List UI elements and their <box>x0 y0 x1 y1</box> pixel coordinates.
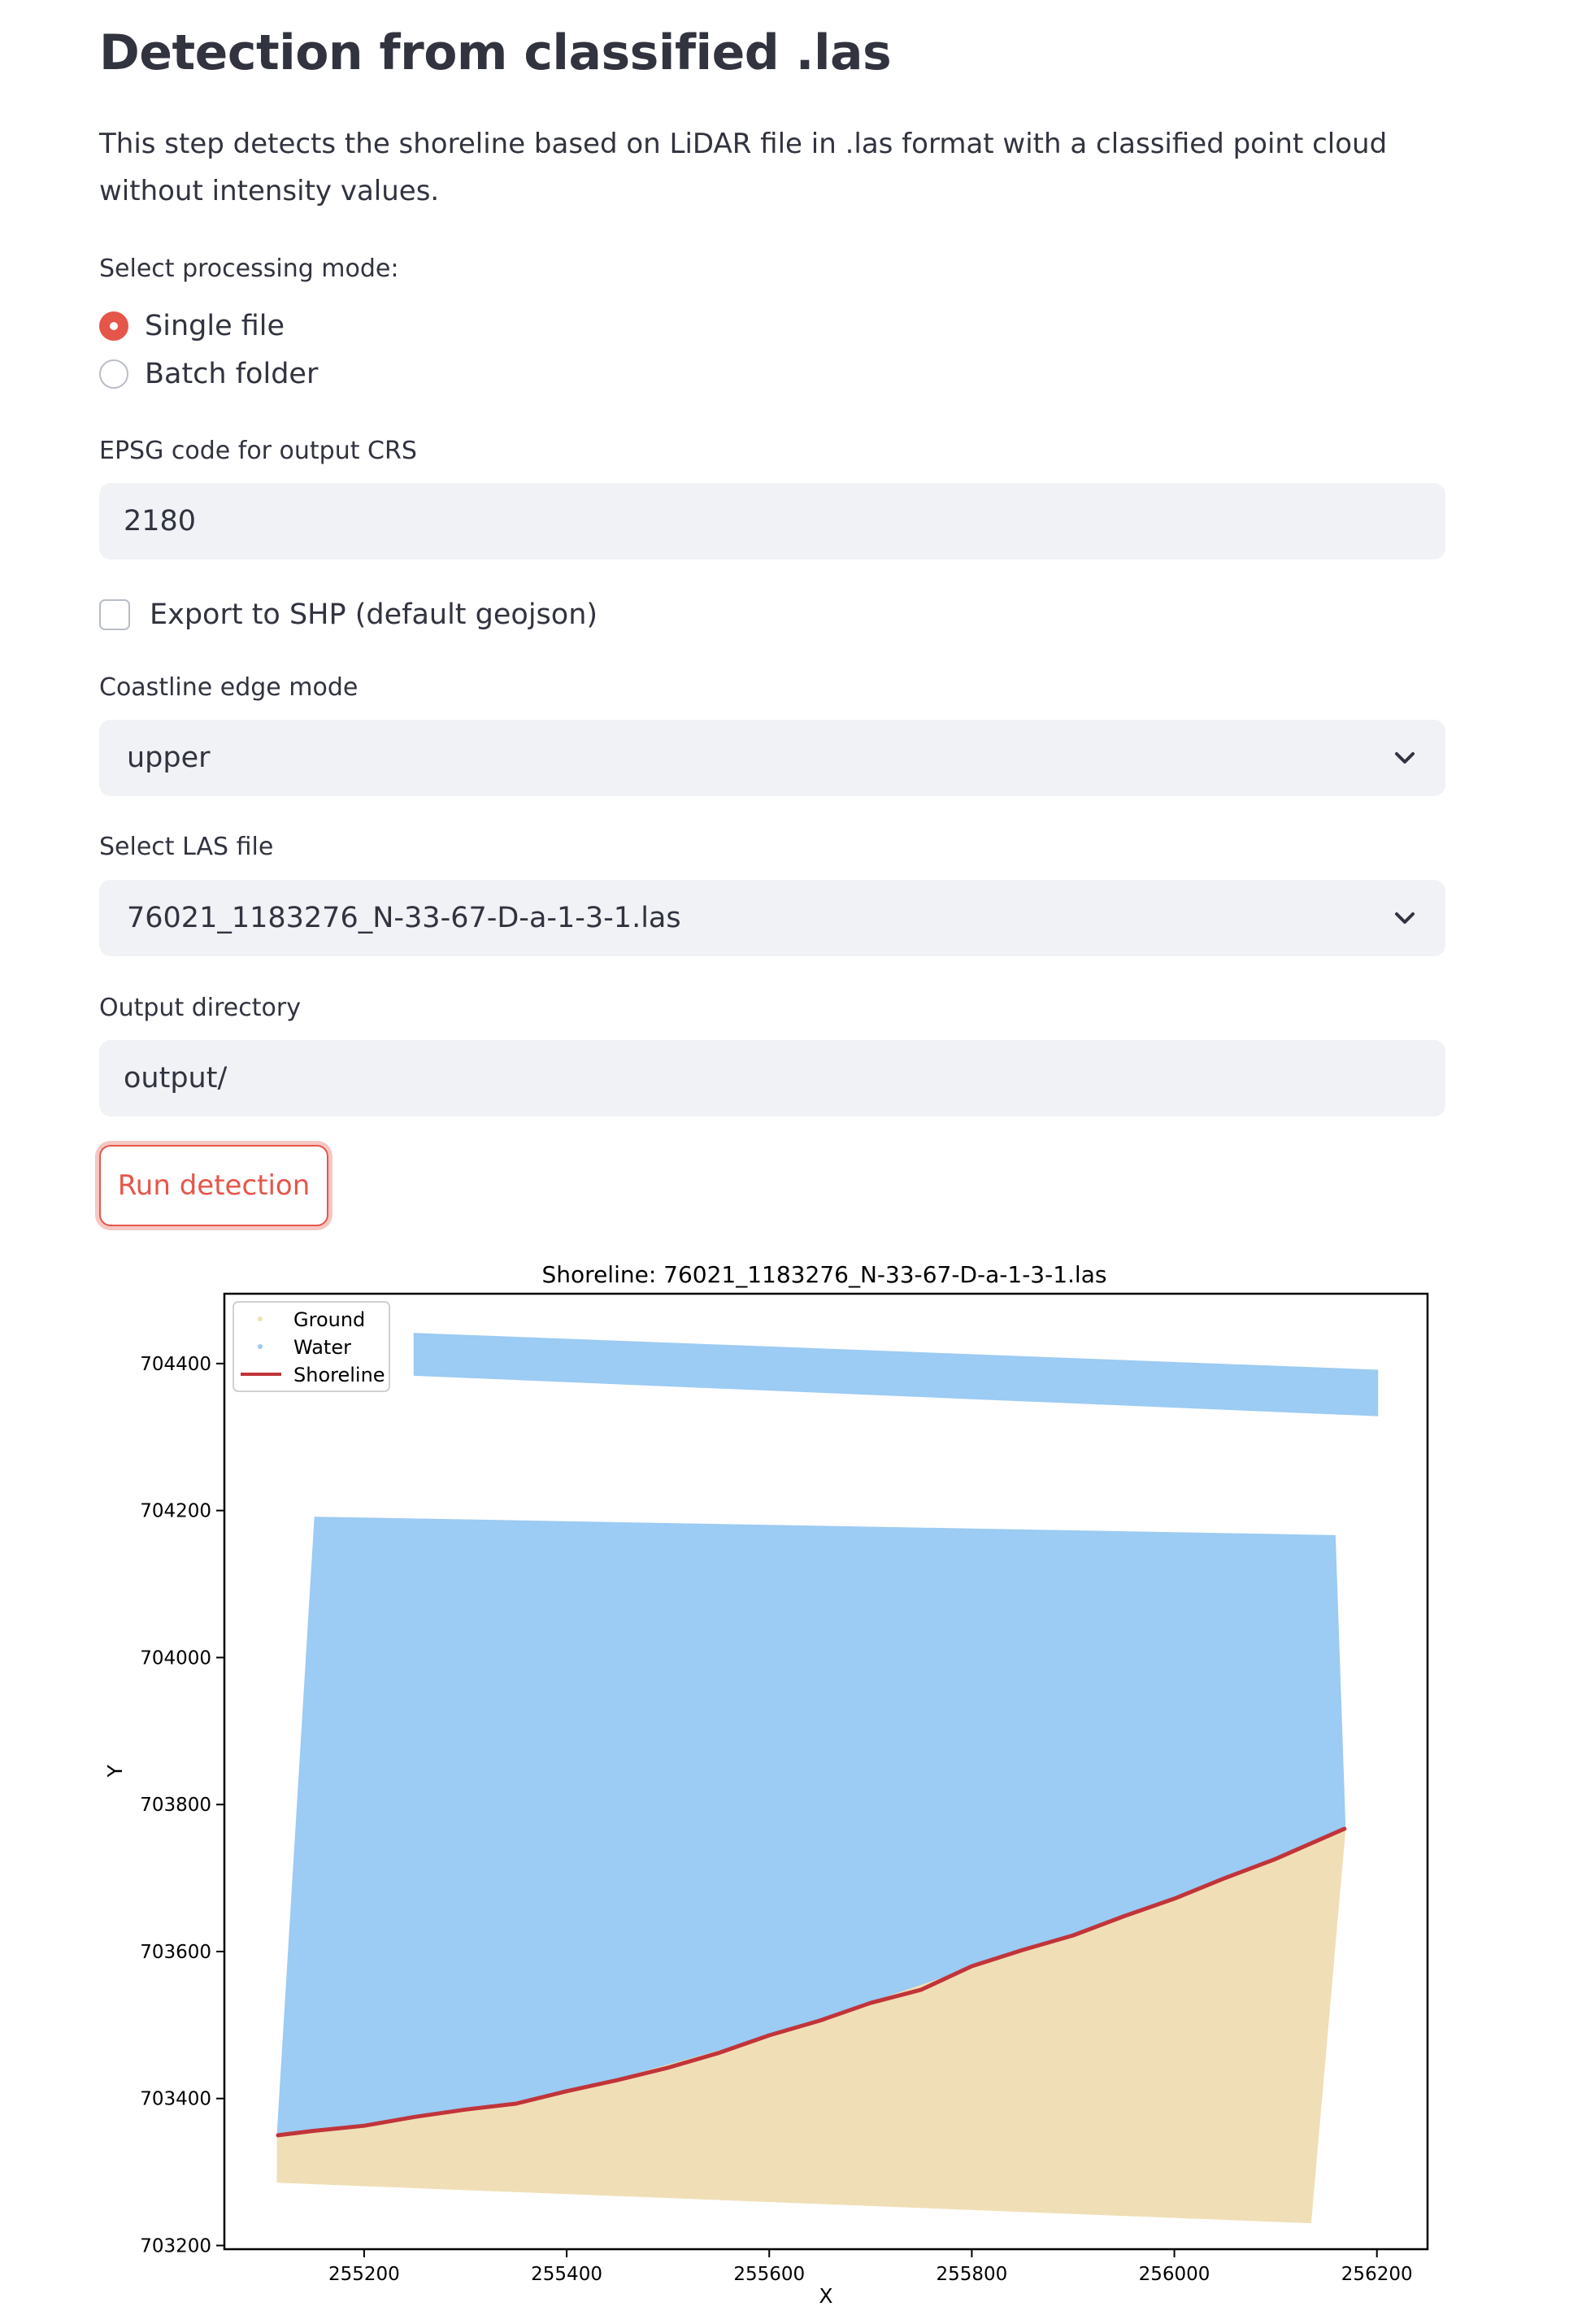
y-tick-label: 703600 <box>140 1942 211 1963</box>
radio-label: Batch folder <box>145 358 319 390</box>
radio-single-file[interactable]: Single file <box>99 306 285 346</box>
radio-batch-folder[interactable]: Batch folder <box>99 354 318 394</box>
shoreline-line <box>276 1826 1347 2138</box>
las-file-select[interactable]: 76021_1183276_N-33-67-D-a-1-3-1.las <box>99 880 1445 956</box>
chevron-down-icon <box>1389 902 1421 934</box>
chart-title: Shoreline: 76021_1183276_N-33-67-D-a-1-3… <box>542 1261 1107 1288</box>
radio-label: Single file <box>145 310 285 342</box>
x-tick-label: 255200 <box>328 2264 400 2285</box>
epsg-input[interactable]: 2180 <box>99 483 1445 559</box>
coastline-edge-label: Coastline edge mode <box>99 673 359 702</box>
water-points-region-2 <box>413 1333 1379 1417</box>
output-dir-input[interactable]: output/ <box>99 1040 1445 1116</box>
las-file-label: Select LAS file <box>99 833 274 861</box>
x-axis-label: X <box>819 2284 832 2308</box>
processing-mode-label: Select processing mode: <box>99 255 399 283</box>
legend-shoreline-label: Shoreline <box>293 1364 385 1386</box>
legend-water-label: Water <box>293 1336 351 1359</box>
y-axis-label: Y <box>103 1765 127 1778</box>
radio-unchecked-icon <box>99 359 128 389</box>
page-description: This step detects the shoreline based on… <box>99 128 1388 207</box>
export-shp-checkbox[interactable]: Export to SHP (default geojson) <box>99 592 598 638</box>
chart-legend: Ground Water Shoreline <box>233 1301 390 1392</box>
y-tick-label: 703800 <box>140 1795 211 1816</box>
legend-ground-marker <box>258 1316 263 1321</box>
y-tick-label: 703200 <box>140 2235 211 2257</box>
run-detection-button[interactable]: Run detection <box>99 1145 328 1226</box>
legend-ground-label: Ground <box>293 1308 365 1331</box>
checkbox-icon <box>99 599 130 630</box>
plot-frame <box>223 1292 1429 2251</box>
radio-checked-icon <box>99 311 128 341</box>
y-tick-label: 704400 <box>140 1354 211 1375</box>
page-title: Detection from classified .las <box>99 24 892 81</box>
x-tick-label: 255600 <box>733 2264 805 2285</box>
las-file-value: 76021_1183276_N-33-67-D-a-1-3-1.las <box>127 902 681 934</box>
epsg-label: EPSG code for output CRS <box>99 437 417 465</box>
coastline-edge-select[interactable]: upper <box>99 720 1445 796</box>
output-dir-label: Output directory <box>99 994 301 1022</box>
epsg-value: 2180 <box>124 505 197 537</box>
x-tick-label: 255800 <box>936 2264 1007 2285</box>
y-tick-label: 704000 <box>140 1647 211 1669</box>
output-dir-value: output/ <box>124 1062 228 1095</box>
export-shp-label: Export to SHP (default geojson) <box>150 598 598 631</box>
y-tick-label: 704200 <box>140 1501 211 1522</box>
x-tick-label: 256000 <box>1139 2264 1210 2285</box>
legend-water-marker <box>258 1344 263 1349</box>
y-tick-label: 703400 <box>140 2089 211 2110</box>
x-tick-label: 256200 <box>1341 2264 1413 2285</box>
coastline-edge-value: upper <box>127 742 211 774</box>
x-tick-label: 255400 <box>531 2264 602 2285</box>
chevron-down-icon <box>1389 742 1421 774</box>
